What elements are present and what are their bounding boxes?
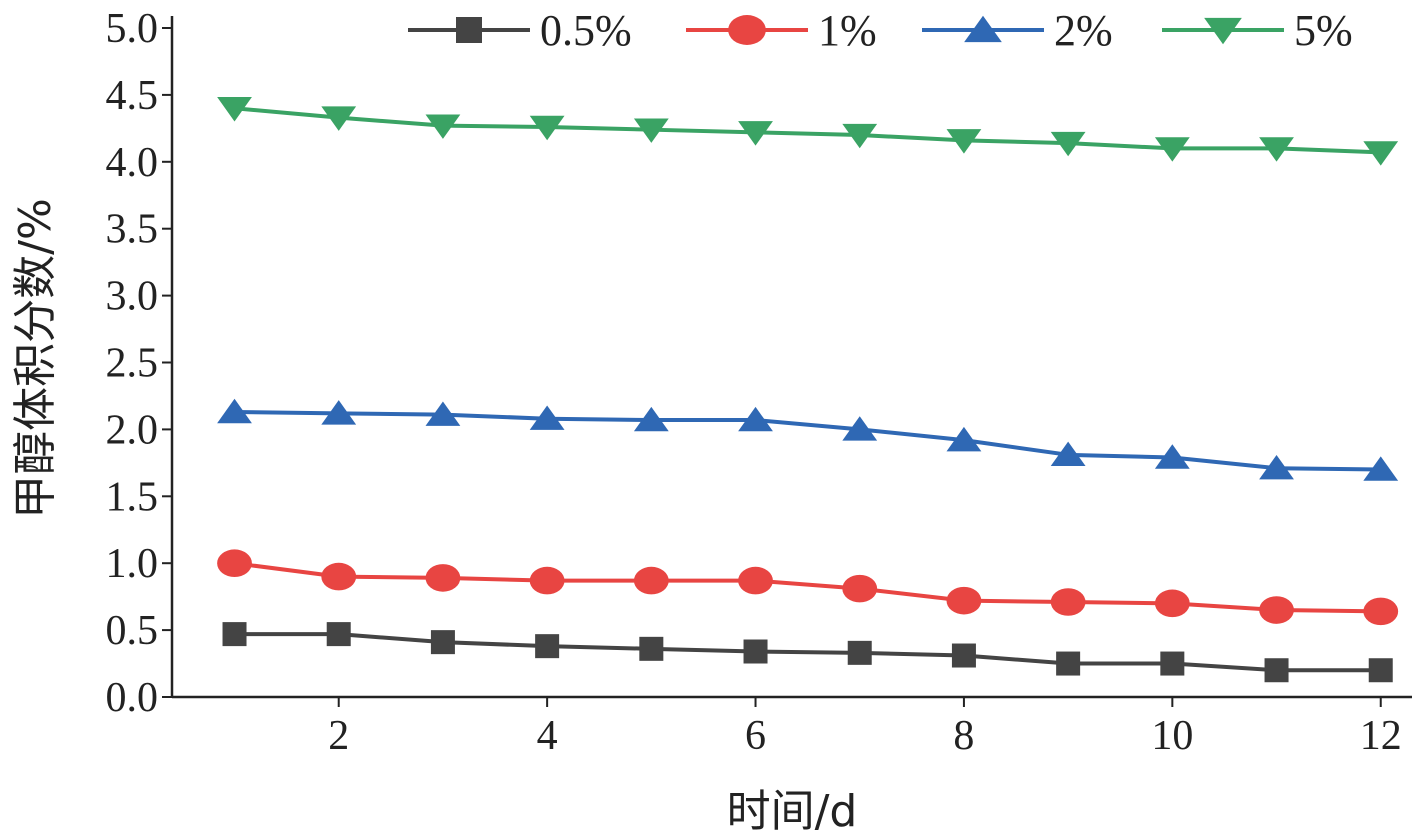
data-point	[633, 118, 669, 143]
legend-item-3: 2%	[922, 6, 1113, 55]
legend-item-1: 0.5%	[408, 6, 632, 55]
data-point	[738, 566, 773, 595]
data-point	[1368, 658, 1393, 683]
data-point	[1264, 658, 1289, 683]
data-point	[1363, 141, 1399, 166]
data-point	[217, 97, 252, 122]
legend-label: 0.5%	[540, 6, 632, 55]
data-point	[1050, 131, 1086, 157]
data-point	[842, 416, 878, 441]
data-point	[217, 549, 252, 577]
data-point	[321, 400, 357, 425]
data-point	[639, 636, 664, 661]
data-point	[1050, 588, 1086, 616]
data-point	[529, 405, 565, 430]
y-tick-label: 2.0	[106, 407, 159, 453]
series-line	[234, 561, 1381, 614]
legend-marker	[728, 15, 766, 45]
x-axis-title: 时间/d	[727, 786, 858, 835]
x-tick-label: 6	[745, 713, 766, 759]
data-point	[529, 115, 565, 141]
x-tick-label: 12	[1360, 713, 1402, 759]
data-point	[1259, 137, 1294, 162]
y-tick-label: 1.5	[106, 474, 159, 520]
data-point	[951, 643, 976, 668]
y-tick-label: 4.0	[106, 140, 159, 186]
y-axis-title: 甲醇体积分数/%	[10, 198, 61, 519]
data-point	[1160, 651, 1185, 676]
data-point	[425, 401, 461, 426]
data-point	[1154, 444, 1190, 469]
series-line	[234, 632, 1381, 673]
y-tick-label: 2.5	[106, 341, 159, 387]
data-point	[633, 566, 669, 595]
series-1	[222, 622, 1393, 683]
y-tick-label: 0.0	[106, 675, 159, 721]
data-point	[842, 574, 878, 603]
series-3	[217, 398, 1399, 481]
data-point	[529, 566, 565, 595]
data-point	[321, 562, 357, 591]
data-point	[1259, 455, 1294, 480]
y-tick-label: 1.0	[106, 541, 159, 587]
data-point	[430, 630, 455, 655]
legend-marker	[1204, 17, 1242, 45]
legend-label: 5%	[1294, 6, 1353, 55]
data-point	[847, 640, 872, 665]
axes: 0.0 0.5 1.0 1.5 2.0 2.5 3.0 3.5 4.0 4.5 5.0 2 4 6 8 10 1…	[106, 6, 1412, 759]
y-tick-label: 3.5	[106, 207, 159, 253]
series-layer	[217, 97, 1399, 683]
x-tick-label: 8	[953, 713, 974, 759]
data-point	[946, 586, 982, 615]
x-tick-label: 10	[1151, 713, 1193, 759]
data-point	[321, 106, 357, 131]
y-tick-label: 5.0	[106, 6, 159, 52]
y-tick-label: 0.5	[106, 608, 159, 654]
data-point	[326, 622, 351, 647]
legend-label: 1%	[818, 6, 877, 55]
data-point	[1050, 441, 1086, 467]
data-point	[743, 639, 768, 664]
data-point	[535, 634, 560, 659]
data-point	[222, 622, 247, 647]
data-point	[1259, 596, 1294, 624]
data-point	[738, 406, 773, 432]
series-2	[217, 549, 1399, 626]
data-point	[217, 398, 252, 424]
x-tick-label: 2	[328, 713, 349, 759]
series-line	[234, 106, 1381, 155]
data-point	[425, 114, 461, 139]
data-point	[633, 406, 669, 432]
legend-marker	[964, 15, 1002, 43]
legend-item-2: 1%	[686, 6, 877, 55]
data-point	[1154, 137, 1190, 162]
x-tick-label: 4	[537, 713, 558, 759]
data-point	[946, 426, 982, 452]
y-tick-label: 4.5	[106, 73, 159, 119]
data-point	[1363, 597, 1399, 626]
data-point	[1363, 456, 1399, 481]
data-point	[1056, 651, 1081, 676]
legend-label: 2%	[1054, 6, 1113, 55]
legend-item-4: 5%	[1162, 6, 1353, 55]
legend: 0.5% 1% 2% 5%	[408, 6, 1353, 55]
data-point	[1154, 589, 1190, 618]
y-tick-label: 3.0	[106, 274, 159, 320]
legend-marker	[456, 17, 482, 43]
data-point	[946, 129, 982, 154]
series-4	[217, 97, 1399, 166]
data-point	[842, 123, 878, 149]
data-point	[738, 121, 773, 146]
data-point	[425, 564, 461, 592]
series-line	[234, 410, 1381, 472]
